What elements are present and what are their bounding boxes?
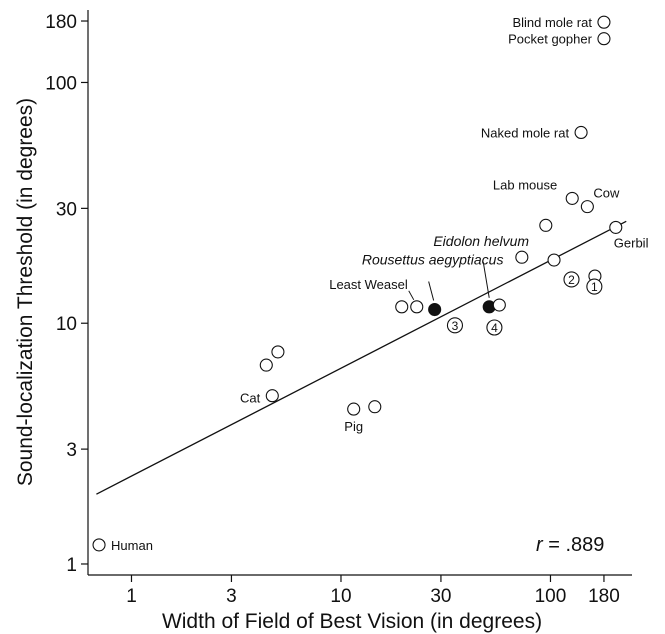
data-point <box>259 358 273 372</box>
y-ticks: 1 3 10 30 100 180 <box>45 12 88 576</box>
data-point <box>395 300 409 314</box>
point-label: Cat <box>240 391 261 406</box>
point-label: Pocket gopher <box>508 32 593 47</box>
data-point-numbered <box>586 278 603 295</box>
y-tick-label: 10 <box>56 314 77 335</box>
y-tick-label: 30 <box>56 199 77 220</box>
data-point <box>515 250 529 264</box>
data-points <box>92 15 623 552</box>
data-point <box>265 389 279 403</box>
point-number-label: 4 <box>491 321 498 335</box>
y-tick-label: 100 <box>45 73 77 94</box>
point-number-label: 3 <box>452 319 459 333</box>
point-label: Naked mole rat <box>481 125 570 140</box>
point-label: Rousettus aegyptiacus <box>362 252 504 268</box>
point-label: Cow <box>593 186 620 201</box>
data-point-numbered <box>563 271 580 288</box>
point-number-label: 2 <box>568 273 575 287</box>
data-point <box>410 300 424 314</box>
data-point <box>492 298 506 312</box>
x-tick-label: 3 <box>226 586 237 607</box>
data-point <box>271 345 285 359</box>
data-point <box>609 220 623 234</box>
y-axis-title: Sound-localization Threshold (in degrees… <box>14 98 37 486</box>
correlation-annotation: r = .889 <box>536 534 604 556</box>
data-point-numbered <box>486 319 503 336</box>
label-leader-line <box>428 281 435 301</box>
data-point <box>547 253 561 267</box>
point-number-label: 1 <box>591 280 598 294</box>
data-point <box>565 191 579 205</box>
point-labels: Human Cat Pig Least Weasel Rousettus aegypti… <box>111 15 649 553</box>
label-leader-line <box>482 261 490 298</box>
data-point <box>539 218 553 232</box>
x-tick-label: 100 <box>535 586 567 607</box>
axes <box>87 10 632 576</box>
correlation-value: = .889 <box>543 534 605 556</box>
label-leader-line <box>408 290 415 301</box>
point-label: Least Weasel <box>329 277 408 292</box>
x-tick-label: 1 <box>126 586 137 607</box>
data-point <box>92 538 106 552</box>
data-point <box>368 400 382 414</box>
correlation-symbol: r <box>536 534 544 556</box>
x-axis-title: Width of Field of Best Vision (in degree… <box>162 610 542 633</box>
point-label: Human <box>111 538 153 553</box>
data-point <box>574 125 588 140</box>
x-ticks: 1 3 10 30 100 180 <box>126 575 620 607</box>
data-point <box>597 15 611 29</box>
x-tick-label: 30 <box>430 586 451 607</box>
y-tick-label: 3 <box>66 440 77 461</box>
y-tick-label: 1 <box>66 555 77 576</box>
data-point-numbered <box>446 317 464 334</box>
x-tick-label: 10 <box>330 586 351 607</box>
point-label: Eidolon helvum <box>433 233 529 249</box>
data-point-filled <box>428 302 442 317</box>
x-tick-label: 180 <box>588 586 620 607</box>
data-point <box>597 32 611 46</box>
regression-line <box>96 220 627 495</box>
y-tick-label: 180 <box>45 12 77 33</box>
data-point <box>580 200 594 214</box>
point-label: Gerbil <box>614 235 649 250</box>
point-label: Lab mouse <box>493 177 557 192</box>
point-label: Pig <box>344 419 363 434</box>
data-point <box>347 402 361 416</box>
point-label: Blind mole rat <box>512 15 592 30</box>
